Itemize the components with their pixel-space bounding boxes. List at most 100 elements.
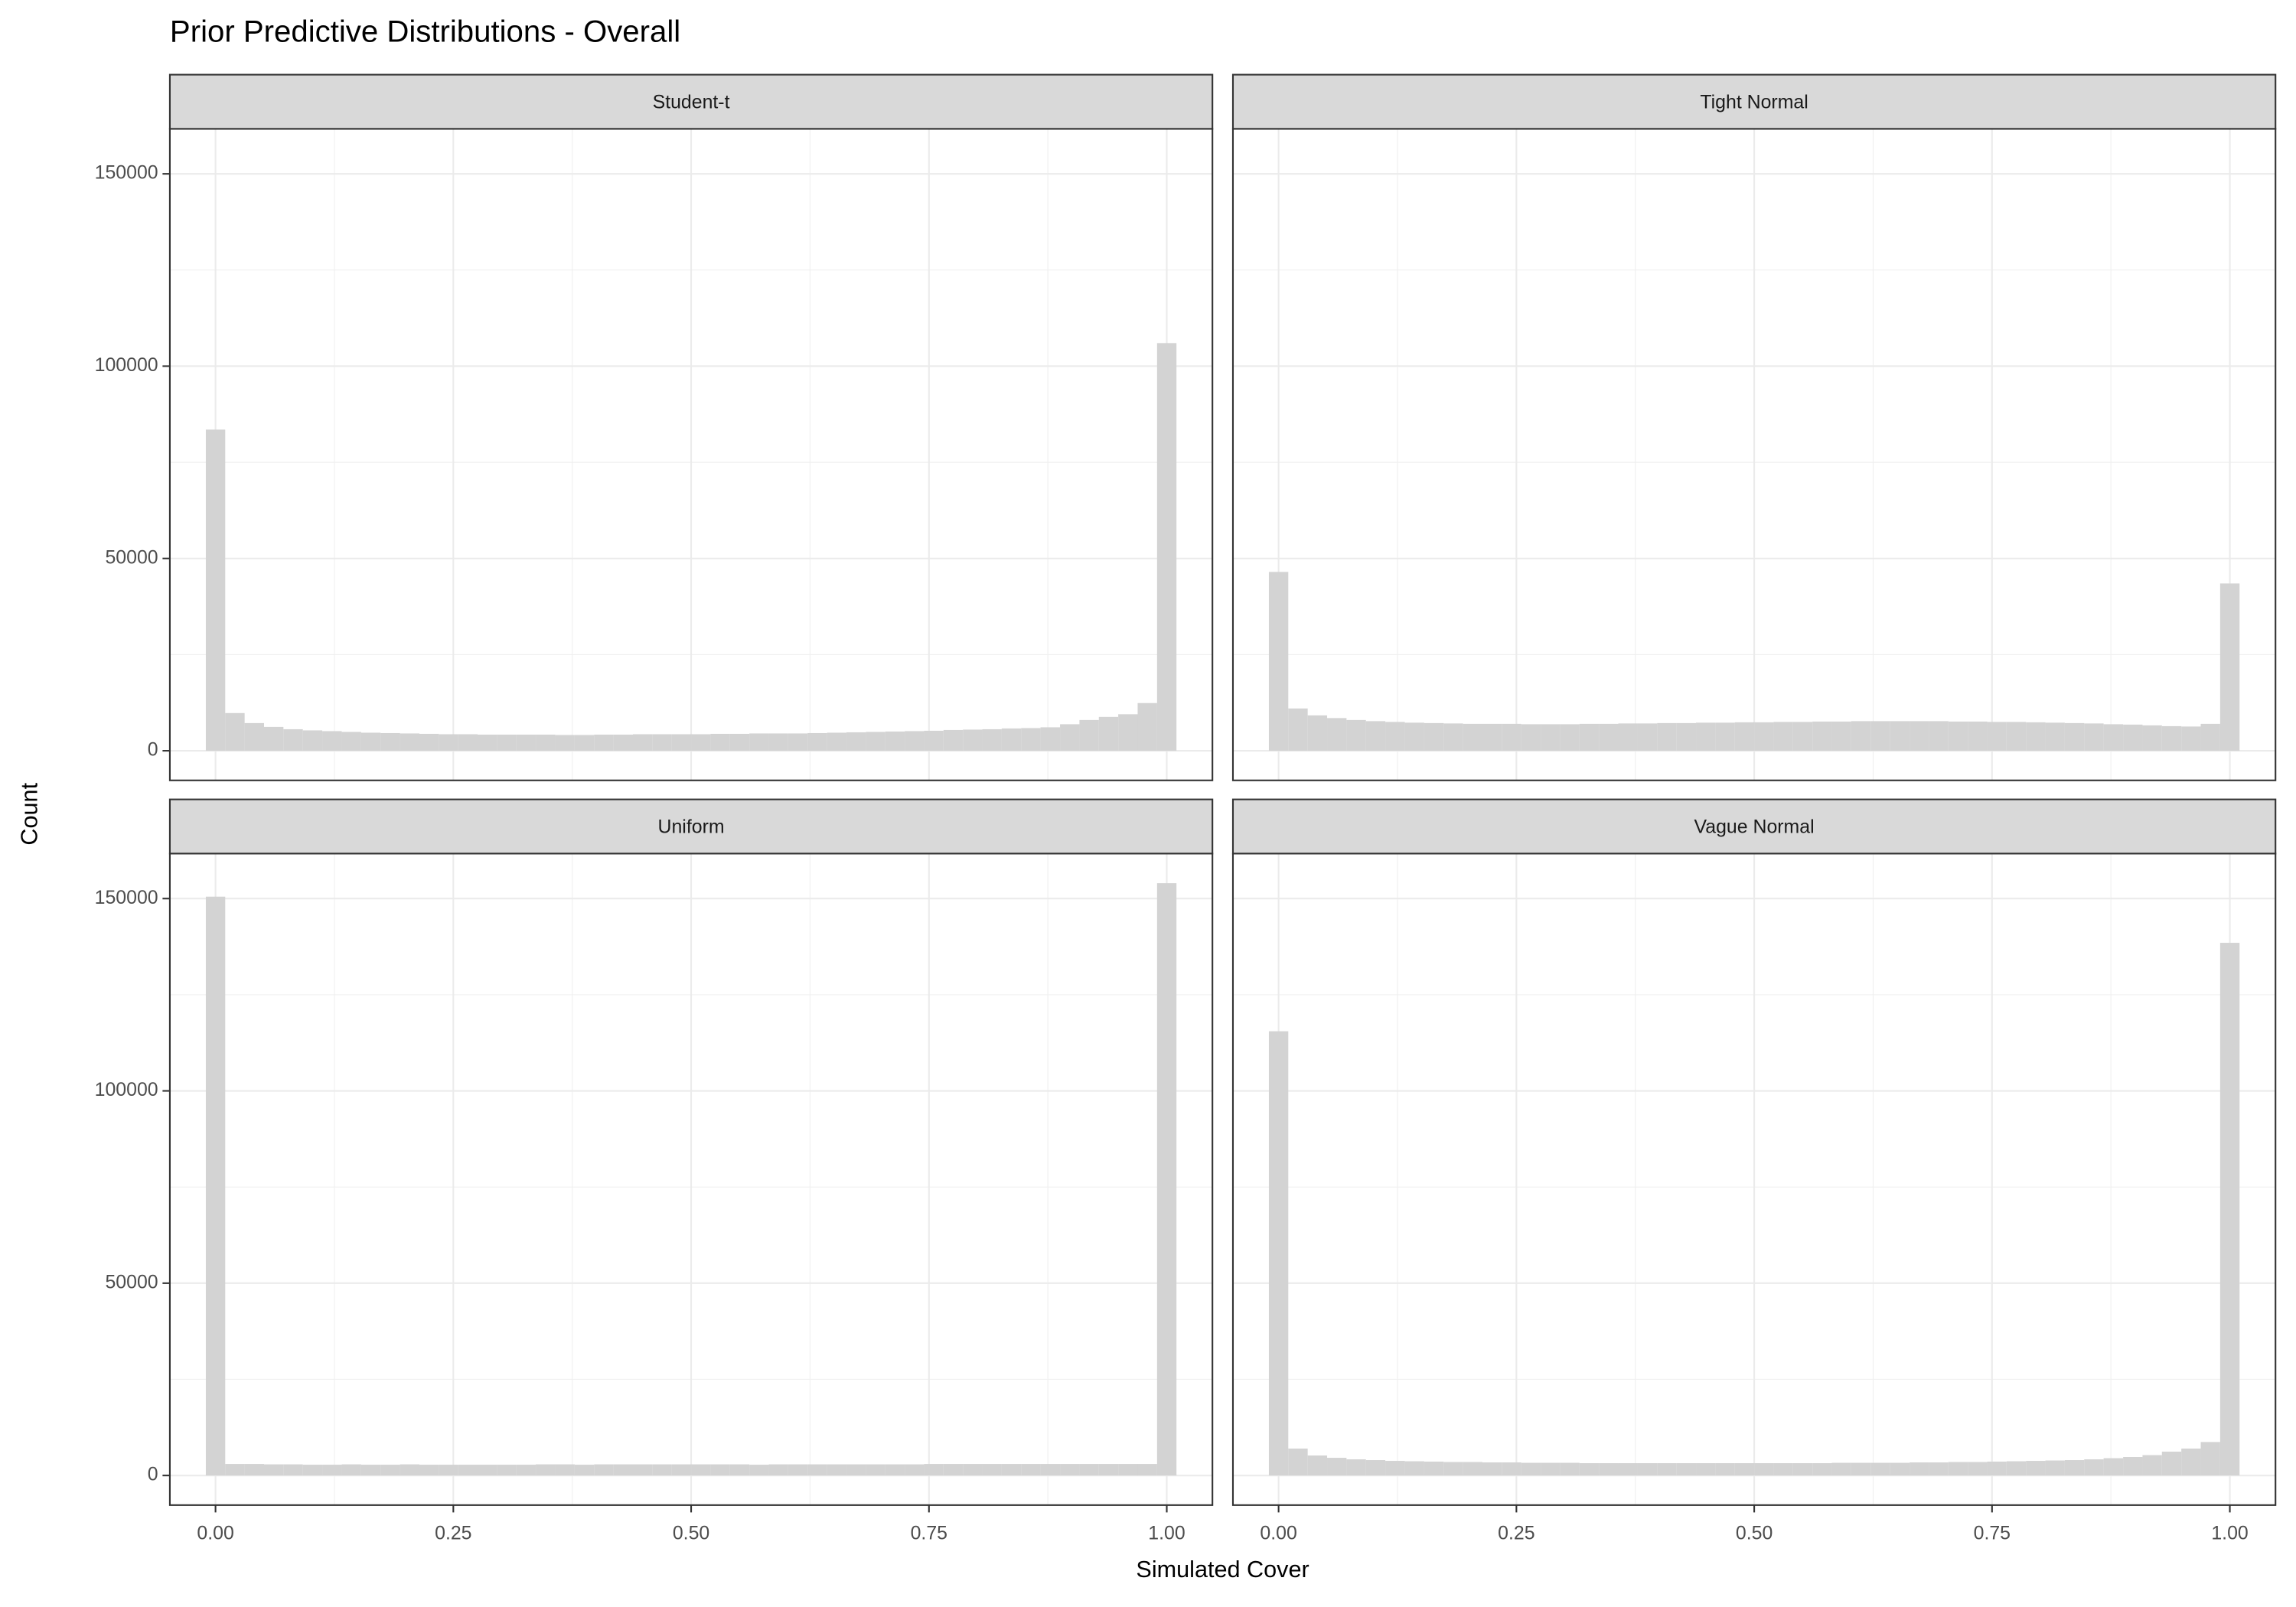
histogram-bar [1346,1459,1366,1476]
histogram-bar [1118,1464,1138,1476]
x-tick-label: 0.25 [435,1523,471,1544]
histogram-bar [768,733,788,751]
x-axis-title: Simulated Cover [1136,1556,1309,1583]
histogram-bar [1792,722,1813,751]
histogram-bar [497,734,517,751]
x-tick-label: 0.00 [197,1523,233,1544]
histogram-bar [1637,723,1658,751]
histogram-bar [671,1464,692,1476]
histogram-bar [1831,1462,1851,1476]
facet-label: Uniform [658,817,725,838]
histogram-bar [807,1464,827,1476]
x-tick-label: 0.50 [673,1523,709,1544]
y-tick-label: 0 [148,1464,158,1485]
histogram-bar [2181,1448,2201,1476]
histogram-bar [1792,1463,1813,1476]
histogram-bar [2026,1461,2046,1476]
histogram-bar [2064,722,2085,751]
histogram-bar [283,729,303,751]
histogram-bar [1521,1462,1541,1476]
facet-strip [168,73,1214,130]
histogram-bar [885,731,905,751]
facet-label: Student-t [653,91,730,112]
histogram-bar [2123,1457,2143,1476]
histogram-bar [594,734,614,751]
histogram-bar [1987,1462,2007,1476]
histogram-bar [924,730,944,751]
histogram-bar [1812,721,1832,751]
histogram-bar [1831,721,1851,751]
y-axis-title: Count [16,782,42,845]
histogram-bar [1060,1464,1080,1476]
histogram-bar [1754,1463,1774,1476]
histogram-bar [963,1464,983,1476]
histogram-bar [1579,723,1600,751]
histogram-bar [613,1464,633,1476]
histogram-bar [1079,719,1099,751]
x-tick-label: 0.00 [1260,1523,1296,1544]
histogram-bar [2045,1460,2065,1476]
histogram-bar [1870,1462,1890,1476]
histogram-bar [1482,1462,1502,1476]
histogram-bar [1890,1462,1910,1476]
histogram-bar [2181,726,2201,751]
histogram-bar [632,734,653,751]
histogram-bar [1560,1462,1580,1476]
histogram-bar [419,1465,439,1476]
histogram-bar [1910,721,1929,751]
histogram-bar [1948,721,1968,751]
histogram-bar [943,1464,964,1476]
histogram-bar [1502,1462,1521,1476]
histogram-bar [283,1464,303,1476]
histogram-bar [1521,724,1541,751]
facet-label: Tight Normal [1700,91,1808,112]
histogram-bar [827,732,847,751]
histogram-bar [1696,1463,1716,1476]
histogram-bar [439,1465,458,1476]
histogram-bar [1734,722,1755,751]
histogram-bar [2123,724,2143,751]
histogram-bar [1404,1461,1424,1476]
histogram-bar [1327,1458,1347,1476]
histogram-bar [574,735,595,751]
histogram-bar [1424,1462,1444,1476]
histogram-bar [244,1464,264,1476]
histogram-bar [2103,1458,2124,1476]
x-tick-label: 1.00 [1148,1523,1185,1544]
histogram-bar [1137,1464,1157,1476]
histogram-bar [400,733,419,751]
histogram-bar [691,734,711,751]
histogram-bar [2142,725,2162,751]
histogram-bar [244,722,264,751]
histogram-bar [1773,1463,1793,1476]
x-tick-label: 0.50 [1736,1523,1773,1544]
histogram-bar [613,734,633,751]
histogram-bar [1156,883,1177,1476]
histogram-bar [322,1465,342,1476]
histogram-bar [905,731,925,751]
histogram-bar [380,1465,400,1476]
histogram-bar [885,1464,905,1476]
histogram-bar [536,734,556,751]
histogram-bar [1618,723,1638,751]
histogram-bar [1734,1463,1755,1476]
histogram-bar [1268,572,1289,751]
histogram-bar [516,1465,536,1476]
histogram-bar [1443,723,1463,751]
histogram-bar [1910,1462,1929,1476]
histogram-bar [302,1465,323,1476]
histogram-bar [2026,722,2046,751]
histogram-bar [1268,1031,1289,1476]
histogram-bar [963,729,983,751]
histogram-bar [1327,718,1347,751]
histogram-bar [1424,722,1444,751]
histogram-bar [1482,723,1502,751]
histogram-bar [632,1464,653,1476]
histogram-bar [1443,1462,1463,1476]
histogram-bar [1948,1462,1968,1476]
x-tick-label: 0.25 [1498,1523,1534,1544]
histogram-bar [1365,721,1386,751]
histogram-bar [1560,724,1580,751]
histogram-bar [497,1465,517,1476]
